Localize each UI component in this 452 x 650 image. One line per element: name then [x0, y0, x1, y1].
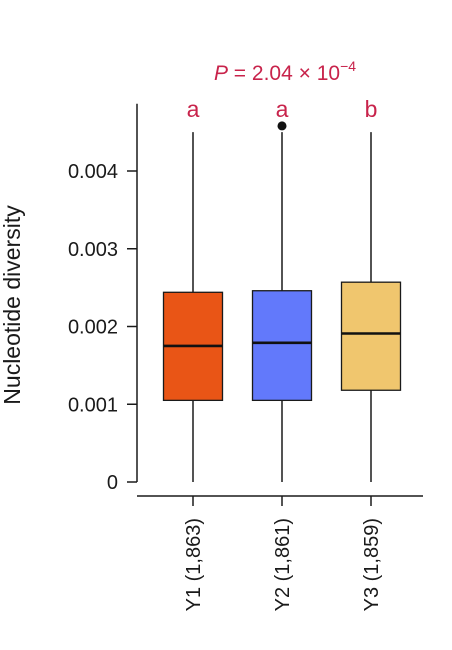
y-tick-label: 0.002: [68, 317, 118, 339]
p-value-annotation: P = 2.04 × 10−4: [214, 58, 356, 85]
x-tick-labels: Y1 (1,863) Y2 (1,861) Y3 (1,859): [183, 496, 383, 611]
box-body: [340, 281, 402, 391]
x-tick-label: Y1 (1,863): [183, 518, 205, 611]
significance-letter: a: [276, 96, 289, 122]
p-value-text: = 2.04 × 10: [228, 62, 340, 85]
y-axis-label: Nucleotide diversity: [0, 205, 25, 405]
y-tick-label: 0.003: [68, 239, 118, 261]
x-tick-label: Y2 (1,861): [272, 518, 294, 611]
y-tick-label: 0: [107, 472, 118, 494]
significance-letter: b: [365, 96, 378, 122]
y-tick-label: 0.004: [68, 161, 118, 183]
box-body: [251, 290, 313, 402]
p-value-symbol: P: [214, 62, 228, 85]
significance-letter: a: [187, 96, 200, 122]
outlier-point: [277, 121, 287, 131]
box-1: a: [162, 96, 224, 482]
x-tick-label: Y3 (1,859): [361, 518, 383, 611]
y-tick-label: 0.001: [68, 394, 118, 416]
box-2: a: [251, 96, 313, 482]
y-axis: 0 0.001 0.002 0.003 0.004: [68, 103, 138, 494]
p-value-exponent: −4: [340, 58, 356, 74]
box-3: b: [340, 96, 402, 482]
